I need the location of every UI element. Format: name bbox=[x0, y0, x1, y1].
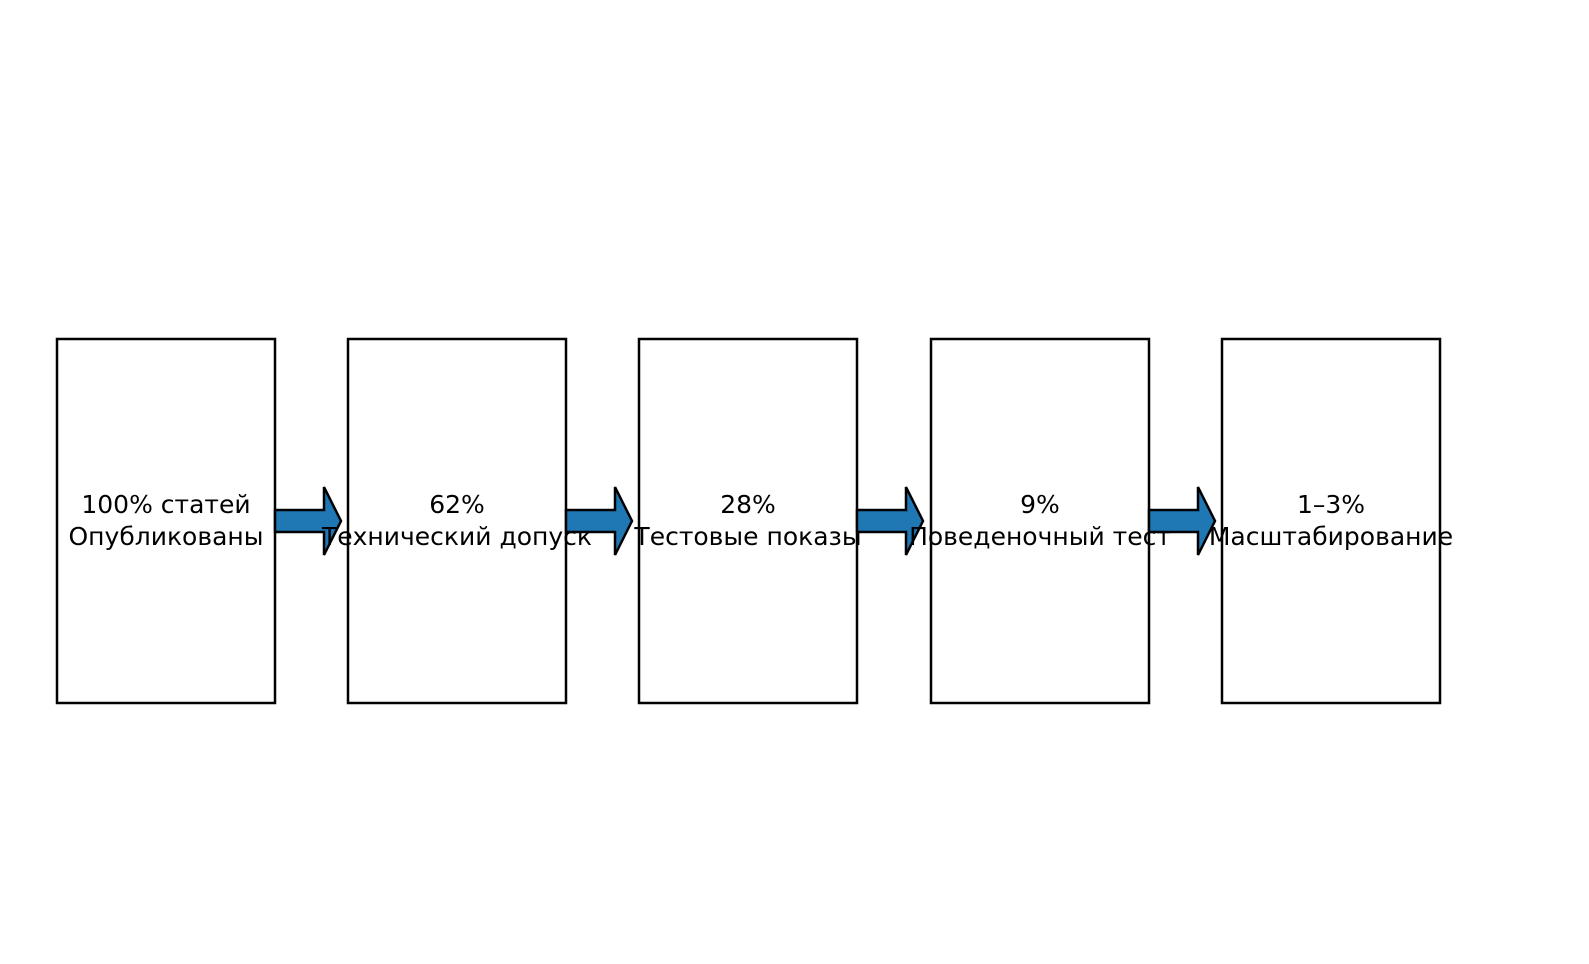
stage-label: Технический допуск bbox=[321, 522, 592, 551]
stage-box bbox=[929, 337, 1151, 705]
stage-value: 1–3% bbox=[1297, 490, 1365, 519]
stage-box bbox=[55, 337, 277, 705]
arrow-right-icon bbox=[1147, 486, 1217, 556]
stage-label: Тестовые показы bbox=[633, 522, 861, 551]
arrow-right-icon bbox=[855, 486, 925, 556]
stage-label: Опубликованы bbox=[69, 522, 264, 551]
stage-label: Поведеночный тест bbox=[909, 522, 1171, 551]
stage-value: 62% bbox=[429, 490, 485, 519]
stage-value: 100% статей bbox=[81, 490, 250, 519]
stage-value: 28% bbox=[720, 490, 776, 519]
stage-box bbox=[1220, 337, 1442, 705]
stage-box bbox=[637, 337, 859, 705]
arrow-right-icon bbox=[273, 486, 343, 556]
stage-label: Масштабирование bbox=[1209, 522, 1453, 551]
stage-box bbox=[346, 337, 568, 705]
stage-value: 9% bbox=[1020, 490, 1060, 519]
arrow-right-icon bbox=[564, 486, 634, 556]
